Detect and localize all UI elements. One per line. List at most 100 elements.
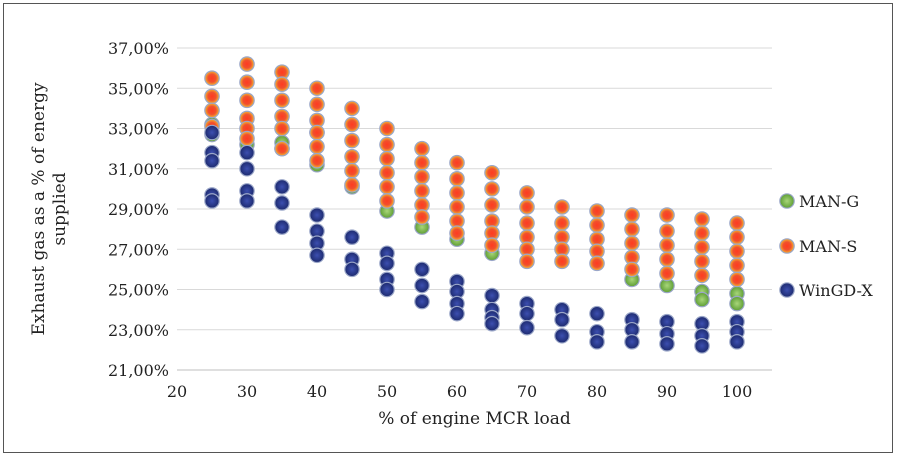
x-tick-label: 60 <box>447 382 467 401</box>
data-point-man-s <box>379 164 395 181</box>
data-point-man-s <box>414 154 430 171</box>
data-point-wingd-x <box>449 305 465 322</box>
data-point-man-s <box>414 183 430 199</box>
data-point-man-g <box>694 291 710 308</box>
data-point-man-s <box>274 92 290 109</box>
x-tick-label: 70 <box>517 382 537 401</box>
data-point-wingd-x <box>484 315 500 332</box>
data-point-man-s <box>344 100 360 117</box>
data-point-wingd-x <box>309 207 325 223</box>
x-tick-label: 90 <box>657 382 677 401</box>
y-axis-label: Exhaust gas as a % of energysupplied <box>29 82 70 336</box>
data-point-man-s <box>554 199 570 215</box>
data-point-man-s <box>274 140 290 157</box>
y-tick-label: 37,00% <box>108 39 169 58</box>
data-point-man-s <box>449 185 465 201</box>
data-point-man-s <box>274 120 290 137</box>
data-point-man-s <box>624 235 640 252</box>
y-tick-label: 27,00% <box>108 240 169 259</box>
data-point-man-s <box>239 92 255 109</box>
data-point-man-s <box>344 177 360 193</box>
data-point-wingd-x <box>274 179 290 195</box>
data-point-man-s <box>379 150 395 167</box>
data-point-man-s <box>204 88 220 105</box>
data-point-man-s <box>204 102 220 119</box>
data-point-wingd-x <box>204 193 220 209</box>
data-point-wingd-x <box>309 247 325 264</box>
data-point-man-s <box>274 76 290 93</box>
y-tick-label: 23,00% <box>108 321 169 340</box>
data-point-wingd-x <box>274 219 290 235</box>
x-tick-label: 30 <box>237 382 257 401</box>
x-tick-label: 40 <box>307 382 327 401</box>
data-point-man-s <box>589 255 605 272</box>
data-point-wingd-x <box>344 261 360 278</box>
axes: 21,00% 23,00% 25,00% 27,00% 29,00% 31,00% 33,0… <box>108 39 772 401</box>
data-point-wingd-x <box>379 281 395 298</box>
data-point-man-s <box>344 132 360 149</box>
data-point-man-s <box>729 257 745 274</box>
data-point-man-s <box>204 70 220 86</box>
data-point-wingd-x <box>239 160 255 177</box>
data-point-man-s <box>449 225 465 241</box>
data-point-man-s <box>659 237 675 254</box>
data-point-wingd-x <box>414 293 430 310</box>
x-tick-label: 50 <box>377 382 397 401</box>
data-point-man-s <box>449 199 465 215</box>
data-point-man-s <box>729 229 745 245</box>
data-point-man-s <box>659 223 675 239</box>
gridlines <box>177 47 772 371</box>
data-point-man-s <box>694 253 710 270</box>
data-point-wingd-x <box>624 334 640 350</box>
data-point-man-s <box>484 197 500 213</box>
data-point-man-s <box>309 138 325 155</box>
data-point-wingd-x <box>414 277 430 294</box>
data-point-wingd-x <box>484 287 500 304</box>
x-tick-label: 100 <box>722 382 753 401</box>
data-point-wingd-x <box>554 311 570 328</box>
data-point-wingd-x <box>274 195 290 211</box>
legend-label: MAN-G <box>799 192 859 211</box>
data-point-wingd-x <box>694 338 710 354</box>
y-tick-label: 33,00% <box>108 120 169 139</box>
data-point-man-s <box>414 209 430 225</box>
data-point-wingd-x <box>519 305 535 322</box>
x-tick-label: 20 <box>167 382 187 401</box>
data-point-man-s <box>449 154 465 171</box>
legend-marker <box>779 282 795 298</box>
y-tick-label: 31,00% <box>108 160 169 179</box>
data-point-man-s <box>589 203 605 219</box>
data-point-man-s <box>729 215 745 231</box>
data-point-man-s <box>729 243 745 260</box>
data-point-wingd-x <box>239 193 255 209</box>
chart-frame: 21,00% 23,00% 25,00% 27,00% 29,00% 31,00% 33,0… <box>3 3 893 453</box>
data-points <box>204 56 745 354</box>
data-point-man-s <box>484 237 500 254</box>
data-point-man-s <box>589 217 605 233</box>
data-point-man-g <box>729 295 745 312</box>
data-point-man-s <box>309 124 325 141</box>
data-point-wingd-x <box>659 336 675 352</box>
data-point-man-s <box>694 211 710 227</box>
data-point-wingd-x <box>344 229 360 245</box>
data-point-man-s <box>414 169 430 185</box>
data-point-wingd-x <box>589 305 605 322</box>
data-point-wingd-x <box>589 334 605 350</box>
data-point-wingd-x <box>204 152 220 169</box>
data-point-wingd-x <box>554 327 570 344</box>
data-point-wingd-x <box>204 124 220 141</box>
data-point-man-s <box>624 261 640 278</box>
data-point-man-s <box>344 116 360 133</box>
data-point-man-s <box>449 171 465 187</box>
data-point-man-s <box>379 120 395 137</box>
y-tick-label: 35,00% <box>108 79 169 98</box>
data-point-man-s <box>624 221 640 237</box>
data-point-man-s <box>344 162 360 179</box>
data-point-wingd-x <box>379 255 395 272</box>
legend-label: MAN-S <box>799 237 857 256</box>
data-point-man-s <box>659 265 675 282</box>
data-point-man-s <box>414 140 430 157</box>
data-point-man-s <box>239 130 255 147</box>
data-point-man-s <box>484 181 500 197</box>
y-tick-label: 25,00% <box>108 281 169 300</box>
